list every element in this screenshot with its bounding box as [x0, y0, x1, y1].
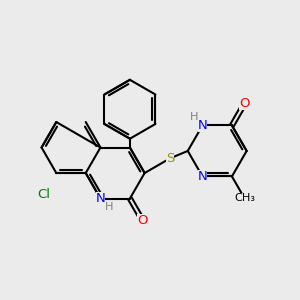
Text: H: H: [104, 202, 113, 212]
Text: N: N: [198, 119, 207, 132]
Text: CH₃: CH₃: [234, 193, 255, 203]
Text: N: N: [96, 192, 105, 205]
Text: H: H: [190, 112, 199, 122]
Text: Cl: Cl: [37, 188, 50, 201]
Text: N: N: [198, 170, 207, 183]
Text: O: O: [137, 214, 148, 227]
Text: S: S: [166, 152, 174, 165]
Text: O: O: [239, 97, 250, 110]
